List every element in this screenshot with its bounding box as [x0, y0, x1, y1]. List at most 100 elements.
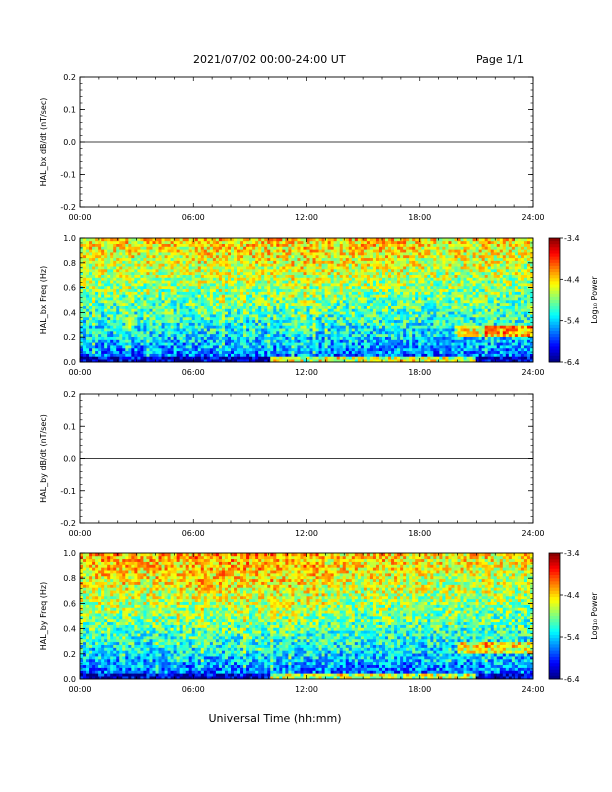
- heatmap-cell: [197, 314, 202, 318]
- heatmap-cell: [167, 339, 171, 343]
- heatmap-cell: [270, 271, 274, 275]
- heatmap-cell: [89, 238, 93, 242]
- heatmap-cell: [360, 356, 365, 360]
- heatmap-cell: [113, 342, 117, 346]
- heatmap-cell: [249, 238, 253, 242]
- heatmap-cell: [98, 316, 102, 321]
- heatmap-cell: [255, 356, 259, 360]
- heatmap-cell: [155, 339, 159, 343]
- heatmap-cell: [137, 353, 141, 357]
- heatmap-cell: [116, 345, 120, 349]
- heatmap-cell: [372, 246, 377, 250]
- heatmap-cell: [104, 316, 108, 321]
- heatmap-cell: [197, 271, 202, 275]
- heatmap-cell: [89, 356, 93, 360]
- heatmap-cell: [215, 308, 220, 312]
- heatmap-cell: [143, 274, 147, 278]
- heatmap-cell: [378, 269, 383, 273]
- heatmap-cell: [191, 328, 196, 332]
- heatmap-cell: [92, 345, 96, 349]
- heatmap-cell: [209, 347, 214, 352]
- heatmap-cell: [378, 308, 383, 312]
- heatmap-cell: [188, 243, 193, 247]
- heatmap-cell: [403, 325, 407, 329]
- heatmap-cell: [209, 333, 214, 337]
- heatmap-cell: [113, 347, 117, 352]
- heatmap-cell: [270, 254, 274, 259]
- heatmap-cell: [158, 257, 162, 261]
- heatmap-cell: [116, 336, 120, 340]
- heatmap-cell: [215, 288, 220, 292]
- heatmap-cell: [119, 254, 123, 259]
- heatmap-cell: [158, 353, 162, 357]
- heatmap-cell: [86, 336, 90, 340]
- heatmap-cell: [309, 328, 313, 332]
- heatmap-cell: [122, 277, 126, 281]
- heatmap-cell: [212, 308, 217, 312]
- heatmap-cell: [152, 288, 156, 292]
- heatmap-cell: [83, 331, 87, 335]
- heatmap-cell: [212, 274, 217, 278]
- heatmap-cell: [218, 350, 223, 354]
- heatmap-cell: [146, 356, 150, 360]
- heatmap-cell: [218, 249, 223, 253]
- heatmap-cell: [131, 277, 135, 281]
- heatmap-cell: [191, 297, 196, 301]
- heatmap-cell: [110, 283, 114, 287]
- heatmap-cell: [339, 345, 344, 349]
- heatmap-cell: [375, 271, 380, 275]
- heatmap-cell: [212, 271, 217, 275]
- heatmap-cell: [218, 271, 223, 275]
- heatmap-cell: [375, 336, 380, 340]
- heatmap-cell: [197, 353, 202, 357]
- heatmap-cell: [303, 260, 307, 264]
- heatmap-cell: [357, 325, 362, 329]
- heatmap-cell: [194, 288, 199, 292]
- heatmap-cell: [369, 345, 374, 349]
- heatmap-cell: [80, 297, 84, 301]
- heatmap-cell: [246, 243, 250, 247]
- heatmap-cell: [104, 308, 108, 312]
- heatmap-cell: [104, 319, 108, 323]
- heatmap-cell: [122, 339, 126, 343]
- heatmap-cell: [324, 283, 328, 287]
- heatmap-cell: [400, 311, 404, 315]
- heatmap-cell: [176, 297, 181, 301]
- heatmap-cell: [252, 274, 256, 278]
- heatmap-cell: [185, 266, 190, 270]
- heatmap-cell: [176, 345, 181, 349]
- heatmap-cell: [167, 328, 171, 332]
- heatmap-cell: [218, 246, 223, 250]
- heatmap-cell: [240, 302, 244, 306]
- heatmap-cell: [95, 336, 99, 340]
- heatmap-cell: [351, 356, 356, 360]
- heatmap-cell: [149, 291, 153, 295]
- heatmap-cell: [179, 274, 184, 278]
- heatmap-cell: [282, 331, 286, 335]
- heatmap-cell: [348, 331, 353, 335]
- heatmap-cell: [128, 314, 132, 318]
- heatmap-cell: [83, 339, 87, 343]
- heatmap-cell: [366, 246, 371, 250]
- heatmap-cell: [357, 246, 362, 250]
- heatmap-cell: [185, 311, 190, 315]
- heatmap-cell: [246, 356, 250, 360]
- heatmap-cell: [391, 350, 395, 354]
- heatmap-cell: [327, 291, 332, 295]
- heatmap-cell: [215, 243, 220, 247]
- heatmap-cell: [246, 280, 250, 284]
- heatmap-cell: [131, 322, 135, 326]
- heatmap-cell: [185, 314, 190, 318]
- heatmap-cell: [348, 300, 353, 304]
- heatmap-cell: [406, 319, 410, 323]
- heatmap-cell: [309, 314, 313, 318]
- heatmap-cell: [98, 257, 102, 261]
- heatmap-cell: [412, 316, 416, 321]
- heatmap-cell: [297, 283, 301, 287]
- heatmap-cell: [89, 285, 93, 290]
- heatmap-cell: [348, 271, 353, 275]
- heatmap-cell: [149, 249, 153, 253]
- heatmap-cell: [122, 302, 126, 306]
- heatmap-cell: [288, 246, 292, 250]
- heatmap-cell: [267, 347, 271, 352]
